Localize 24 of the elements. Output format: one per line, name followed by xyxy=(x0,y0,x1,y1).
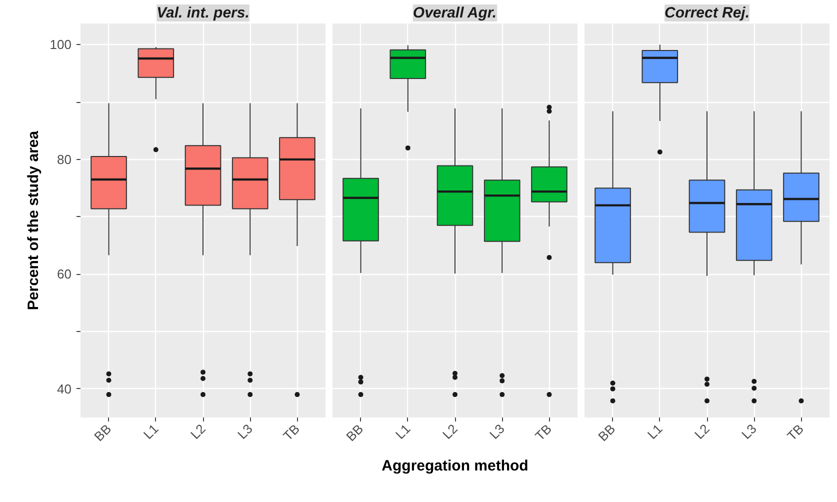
y-tick-label: 100 xyxy=(50,37,72,52)
chart-title: Overall Agr. xyxy=(412,4,497,22)
chart-title: Val. int. pers. xyxy=(156,4,250,22)
x-axis-title: Aggregation method xyxy=(382,457,528,474)
x-tick-label: BB xyxy=(343,421,366,444)
y-tick-label: 60 xyxy=(57,266,72,282)
x-tick-label: L3 xyxy=(738,421,760,442)
x-tick-label: L3 xyxy=(234,421,256,442)
x-tick-label: TB xyxy=(784,421,807,444)
y-axis-title: Percent of the study area xyxy=(24,130,42,310)
x-tick-label: L2 xyxy=(439,421,460,442)
x-tick-label: L1 xyxy=(392,421,414,442)
chart-title: Correct Rej. xyxy=(664,4,750,22)
x-tick-label: BB xyxy=(595,421,618,444)
y-tick-label: 40 xyxy=(57,381,72,396)
x-tick-label: TB xyxy=(280,421,303,444)
x-tick-label: BB xyxy=(91,421,114,444)
x-tick-label: L1 xyxy=(140,421,162,442)
x-tick-label: TB xyxy=(532,421,555,444)
x-tick-label: L2 xyxy=(187,421,208,442)
x-tick-label: L2 xyxy=(691,421,712,442)
x-tick-label: L3 xyxy=(486,421,508,442)
y-tick-label: 80 xyxy=(57,152,72,167)
x-tick-label: L1 xyxy=(644,421,666,442)
